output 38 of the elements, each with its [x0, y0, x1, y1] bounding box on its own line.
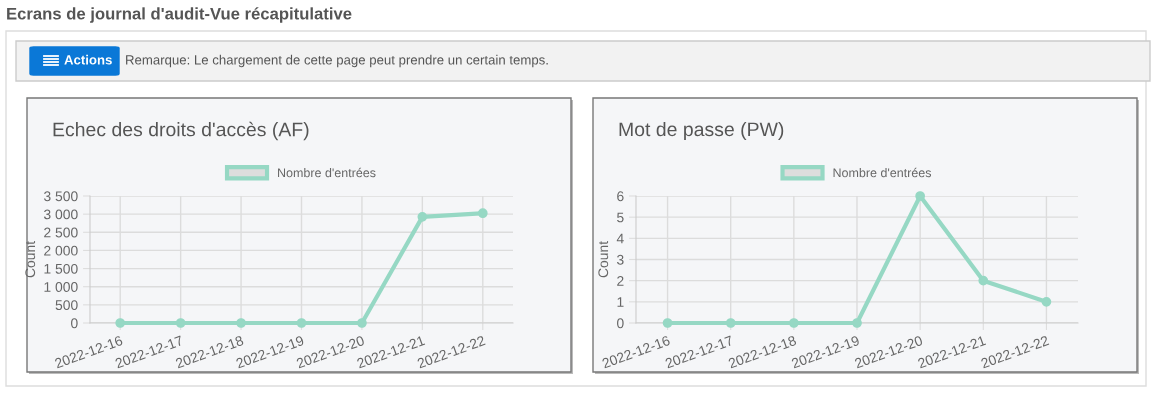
y-tick-label: 3 000: [43, 209, 78, 220]
text: Actions: [64, 54, 112, 65]
chart-title: Echec des droits d'accès (AF): [53, 121, 309, 141]
point: [662, 318, 673, 328]
point: [852, 318, 862, 328]
point: [175, 318, 186, 328]
y-tick-label: 3 500: [43, 191, 78, 202]
point: [725, 318, 736, 328]
point: [788, 318, 799, 328]
point: [296, 318, 307, 328]
point: [1041, 296, 1052, 307]
y-tick-label: 6: [617, 191, 624, 202]
text: Remarque: Le chargement de cette page peut prendre un certain temps.: [126, 54, 548, 68]
y-tick-label: 2: [617, 276, 624, 286]
y-tick-label: 0: [617, 318, 624, 329]
legend-label: Nombre d'entrées: [833, 167, 932, 178]
y-tick-label: 4: [616, 233, 624, 244]
point: [236, 318, 246, 328]
point: [417, 212, 428, 222]
y-tick-label: 2 000: [44, 245, 78, 256]
y-axis-title: Count: [598, 241, 609, 278]
y-tick-label: 2 500: [44, 227, 78, 238]
y-tick-label: 1: [617, 297, 624, 307]
y-tick-label: 0: [71, 318, 78, 329]
chart-title: Mot de passe (PW): [619, 121, 784, 141]
y-tick-label: 1 500: [44, 263, 78, 274]
y-axis-title: Count: [25, 241, 36, 278]
text: Ecrans de journal d'audit-Vue récapitulative: [7, 7, 352, 23]
point: [915, 191, 926, 201]
point: [978, 275, 989, 286]
y-tick-label: 1 000: [44, 282, 78, 292]
point: [115, 318, 126, 328]
point: [477, 208, 488, 219]
legend-label: Nombre d'entrées: [278, 167, 376, 178]
y-tick-label: 5: [617, 212, 624, 223]
y-tick-label: 500: [55, 300, 78, 311]
point: [357, 318, 367, 328]
y-tick-label: 3: [617, 254, 624, 265]
